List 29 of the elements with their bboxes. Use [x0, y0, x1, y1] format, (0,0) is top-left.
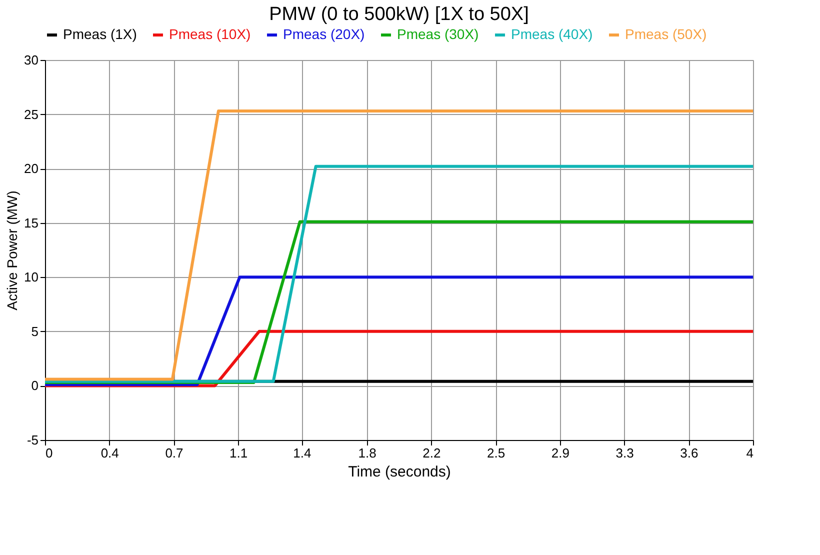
y-tick-label: 20 — [24, 161, 38, 176]
x-tick-label: 0 — [46, 446, 53, 460]
x-tick-label: 3.3 — [616, 446, 634, 460]
x-tick-label: 0.4 — [100, 446, 119, 460]
x-tick-label: 2.2 — [422, 446, 441, 460]
x-axis-title: Time (seconds) — [348, 464, 451, 480]
x-tick-label: 0.7 — [165, 446, 184, 460]
x-tick-label: 1.8 — [358, 446, 376, 460]
legend-label: Pmeas (20X) — [283, 26, 365, 42]
legend-label: Pmeas (40X) — [511, 26, 593, 42]
y-tick-label: 0 — [31, 378, 38, 394]
legend-label: Pmeas (50X) — [625, 26, 707, 42]
x-tick-label: 1.1 — [230, 446, 248, 460]
x-tick-label: 2.5 — [487, 446, 506, 460]
x-tick-label: 2.9 — [551, 446, 570, 460]
y-tick-label: 15 — [24, 215, 38, 230]
y-tick-label: 30 — [24, 52, 38, 68]
chart-title: PMW (0 to 500kW) [1X to 50X] — [269, 4, 529, 25]
y-tick-label: 10 — [24, 270, 38, 285]
legend-label: Pmeas (10X) — [169, 26, 251, 42]
y-tick-label: -5 — [26, 432, 38, 448]
legend-label: Pmeas (1X) — [63, 26, 137, 42]
legend-label: Pmeas (30X) — [397, 26, 479, 42]
x-tick-label: 3.6 — [680, 446, 698, 460]
x-tick-label: 1.4 — [293, 446, 312, 460]
y-tick-label: 5 — [31, 324, 38, 339]
y-tick-label: 25 — [24, 106, 38, 122]
x-tick-label: 4 — [746, 446, 754, 460]
y-axis-title: Active Power (MW) — [4, 190, 20, 310]
